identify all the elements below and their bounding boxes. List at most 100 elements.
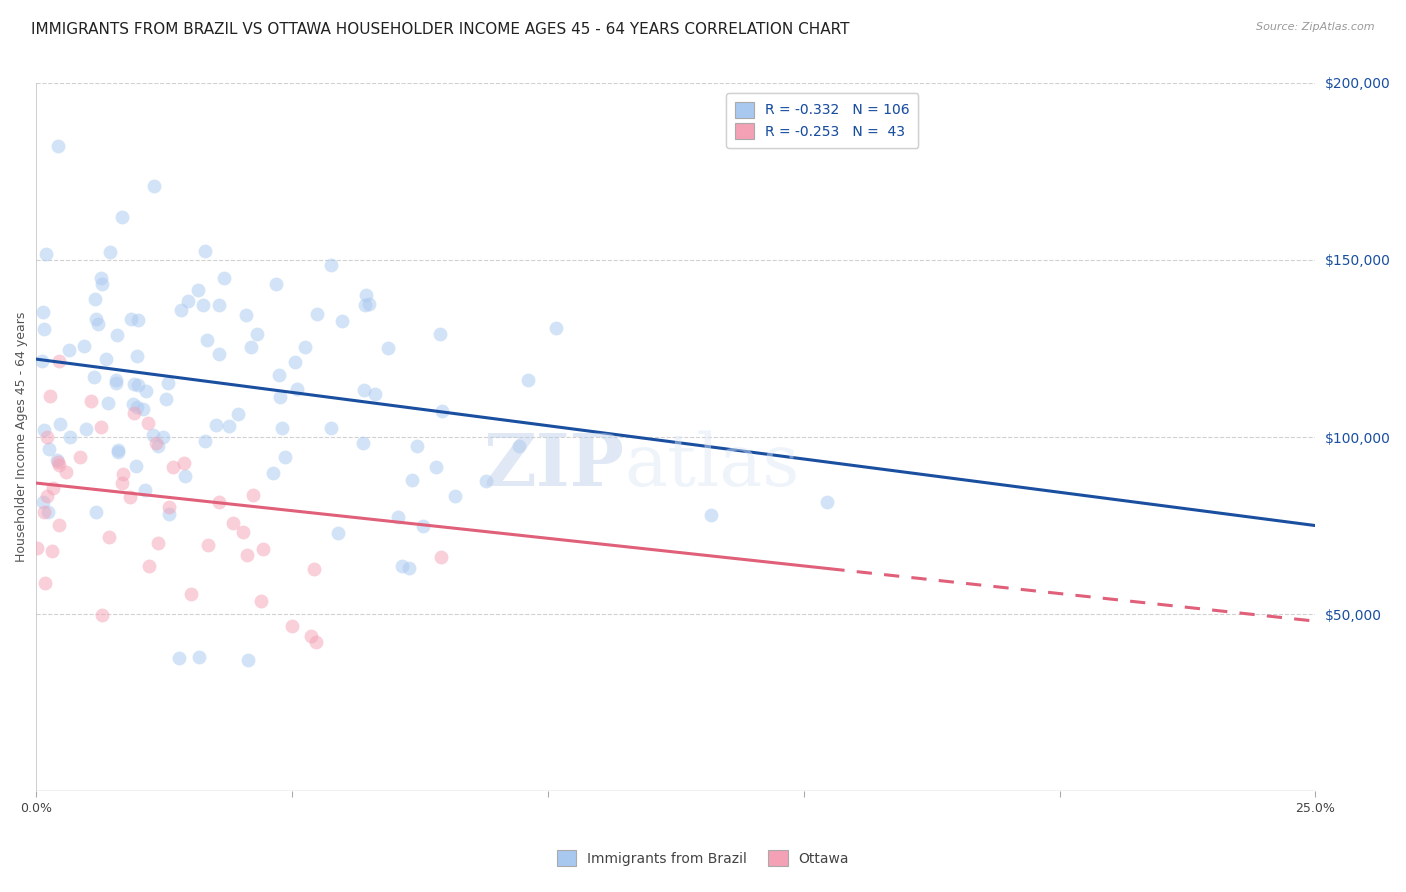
Point xyxy=(142,178,165,193)
Point xyxy=(107,445,129,459)
Point xyxy=(815,494,838,508)
Point xyxy=(132,402,155,417)
Point xyxy=(391,559,413,574)
Point xyxy=(228,407,250,421)
Point xyxy=(508,439,530,453)
Point xyxy=(32,495,55,509)
Point xyxy=(46,453,69,467)
Point xyxy=(120,490,142,504)
Point xyxy=(197,538,219,552)
Point xyxy=(242,488,264,502)
Point xyxy=(27,541,49,556)
Point xyxy=(46,138,69,153)
Point xyxy=(429,326,451,341)
Point xyxy=(377,342,399,356)
Point xyxy=(94,351,117,366)
Point xyxy=(49,417,72,431)
Point xyxy=(169,650,191,665)
Point xyxy=(262,466,284,480)
Point xyxy=(75,422,97,436)
Point xyxy=(177,294,200,309)
Point xyxy=(48,518,70,533)
Point xyxy=(91,608,114,623)
Point xyxy=(90,271,112,285)
Text: ZIP: ZIP xyxy=(484,430,624,501)
Point xyxy=(252,541,274,556)
Point xyxy=(305,635,328,649)
Point xyxy=(232,525,254,540)
Text: Source: ZipAtlas.com: Source: ZipAtlas.com xyxy=(1257,22,1375,32)
Point xyxy=(285,382,308,396)
Point xyxy=(39,389,62,403)
Point xyxy=(122,406,145,420)
Point xyxy=(111,467,134,481)
Point xyxy=(173,456,195,470)
Point xyxy=(359,297,381,311)
Point xyxy=(35,489,58,503)
Point xyxy=(240,340,263,354)
Point xyxy=(245,326,267,341)
Point xyxy=(152,429,174,443)
Point xyxy=(264,277,287,291)
Point xyxy=(197,333,219,347)
Point xyxy=(353,298,375,312)
Point xyxy=(274,450,297,465)
Point xyxy=(330,314,353,328)
Point xyxy=(194,434,217,448)
Point xyxy=(84,311,107,326)
Point xyxy=(430,550,453,565)
Point xyxy=(41,543,63,558)
Point xyxy=(98,244,121,259)
Point xyxy=(125,401,148,415)
Point xyxy=(32,423,55,437)
Legend: Immigrants from Brazil, Ottawa: Immigrants from Brazil, Ottawa xyxy=(551,845,855,871)
Point xyxy=(187,650,209,665)
Point xyxy=(90,420,112,434)
Point xyxy=(59,429,82,443)
Point xyxy=(37,430,59,444)
Point xyxy=(32,304,55,318)
Point xyxy=(111,211,134,225)
Point xyxy=(35,246,58,260)
Point xyxy=(80,394,103,409)
Point xyxy=(364,386,387,401)
Point xyxy=(307,307,329,321)
Point xyxy=(155,392,177,406)
Point xyxy=(208,494,231,508)
Point xyxy=(135,384,157,398)
Point xyxy=(58,343,80,357)
Point xyxy=(207,298,229,312)
Point xyxy=(302,562,325,576)
Point xyxy=(145,436,167,450)
Point xyxy=(281,619,304,633)
Point xyxy=(107,442,129,457)
Point xyxy=(267,368,290,383)
Point xyxy=(321,258,343,272)
Point xyxy=(124,377,146,392)
Point xyxy=(218,419,240,434)
Point xyxy=(173,469,195,483)
Point xyxy=(127,313,149,327)
Point xyxy=(546,321,568,335)
Point xyxy=(125,350,148,364)
Point xyxy=(405,439,427,453)
Point xyxy=(354,288,377,302)
Point xyxy=(270,421,292,435)
Point xyxy=(517,373,540,387)
Point xyxy=(700,508,723,522)
Point xyxy=(235,548,257,562)
Point xyxy=(84,506,107,520)
Point xyxy=(235,308,257,322)
Y-axis label: Householder Income Ages 45 - 64 years: Householder Income Ages 45 - 64 years xyxy=(15,312,28,562)
Point xyxy=(180,587,202,601)
Point xyxy=(214,271,236,285)
Point xyxy=(269,390,291,404)
Point xyxy=(207,346,229,360)
Point xyxy=(193,244,215,258)
Text: IMMIGRANTS FROM BRAZIL VS OTTAWA HOUSEHOLDER INCOME AGES 45 - 64 YEARS CORRELATI: IMMIGRANTS FROM BRAZIL VS OTTAWA HOUSEHO… xyxy=(31,22,849,37)
Point xyxy=(111,476,134,491)
Point xyxy=(46,455,69,469)
Point xyxy=(412,519,434,533)
Point xyxy=(387,509,409,524)
Point xyxy=(187,283,209,297)
